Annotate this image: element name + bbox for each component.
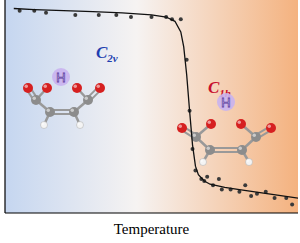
symmetry-label: C2v: [96, 43, 118, 64]
fit-line: [14, 9, 298, 199]
atom: [200, 159, 207, 166]
atom: [42, 83, 52, 93]
data-point: [73, 13, 77, 17]
atom-shine: [247, 160, 249, 162]
atom-shine: [268, 125, 272, 129]
molecules: [23, 83, 276, 166]
atom-shine: [239, 147, 243, 151]
data-point: [129, 15, 133, 19]
atom-shine: [47, 109, 51, 113]
atom-shine: [208, 121, 212, 125]
data-point: [217, 177, 221, 181]
h-label: H: [221, 95, 231, 110]
atom: [236, 119, 246, 129]
atom: [95, 83, 105, 93]
atom: [246, 159, 253, 166]
atom: [83, 95, 93, 105]
atom-shine: [253, 134, 257, 138]
atom: [23, 83, 33, 93]
data-point: [114, 13, 118, 17]
atom: [72, 83, 82, 93]
data-point: [44, 11, 48, 15]
data-point: [179, 17, 183, 21]
atom: [77, 122, 84, 129]
atom: [205, 145, 215, 155]
subscript: 2v: [106, 52, 118, 64]
h-label: H: [56, 70, 66, 85]
data-point: [290, 202, 294, 206]
data-point: [97, 13, 101, 17]
atom-shine: [238, 121, 242, 125]
atom: [31, 95, 41, 105]
atom-shine: [85, 97, 89, 101]
x-axis-label: Temperature: [114, 221, 190, 237]
data-point: [249, 194, 253, 198]
atom-shine: [25, 85, 29, 89]
data-point: [273, 196, 277, 200]
atom-shine: [42, 123, 44, 125]
atom-shine: [179, 125, 183, 129]
atom: [41, 122, 48, 129]
chart: TemperatureC2vC1hHH: [0, 0, 300, 243]
atom-shine: [207, 147, 211, 151]
atom-shine: [97, 85, 101, 89]
atom-shine: [193, 134, 197, 138]
atom: [251, 132, 261, 142]
data-point: [243, 183, 247, 187]
atom: [45, 107, 55, 117]
atom-shine: [71, 109, 75, 113]
atom-shine: [74, 85, 78, 89]
atom-shine: [44, 85, 48, 89]
atom-shine: [33, 97, 37, 101]
h-circle: [217, 93, 235, 111]
data-point: [205, 175, 209, 179]
y-axis: [4, 0, 5, 213]
atom: [266, 123, 276, 133]
atom: [206, 119, 216, 129]
atom: [177, 123, 187, 133]
atom: [69, 107, 79, 117]
atom-shine: [78, 123, 80, 125]
plot-background: [5, 0, 298, 213]
symbol: C: [96, 43, 108, 62]
symbol: C: [208, 78, 220, 97]
atom-shine: [201, 160, 203, 162]
x-axis: [5, 212, 298, 213]
h-circle: [52, 68, 70, 86]
atom: [237, 145, 247, 155]
plot-area: [14, 9, 298, 207]
data-point: [220, 188, 224, 192]
